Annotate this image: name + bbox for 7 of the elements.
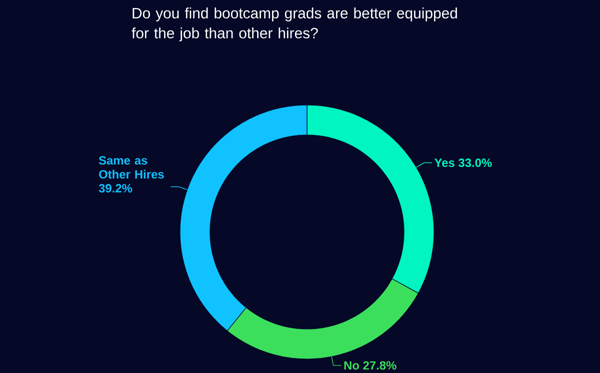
data-label: 27.8% [363, 361, 396, 370]
chart-title: Do you find bootcamp grads are better equipped for the job than other hires? [132, 8, 457, 42]
data-label: 39.2% [98, 184, 132, 193]
slice-label: Same as Other Hires [98, 156, 164, 179]
slice-label: No [344, 361, 359, 370]
slice-label: Yes [434, 158, 454, 167]
data-label: 33.0% [458, 158, 492, 168]
